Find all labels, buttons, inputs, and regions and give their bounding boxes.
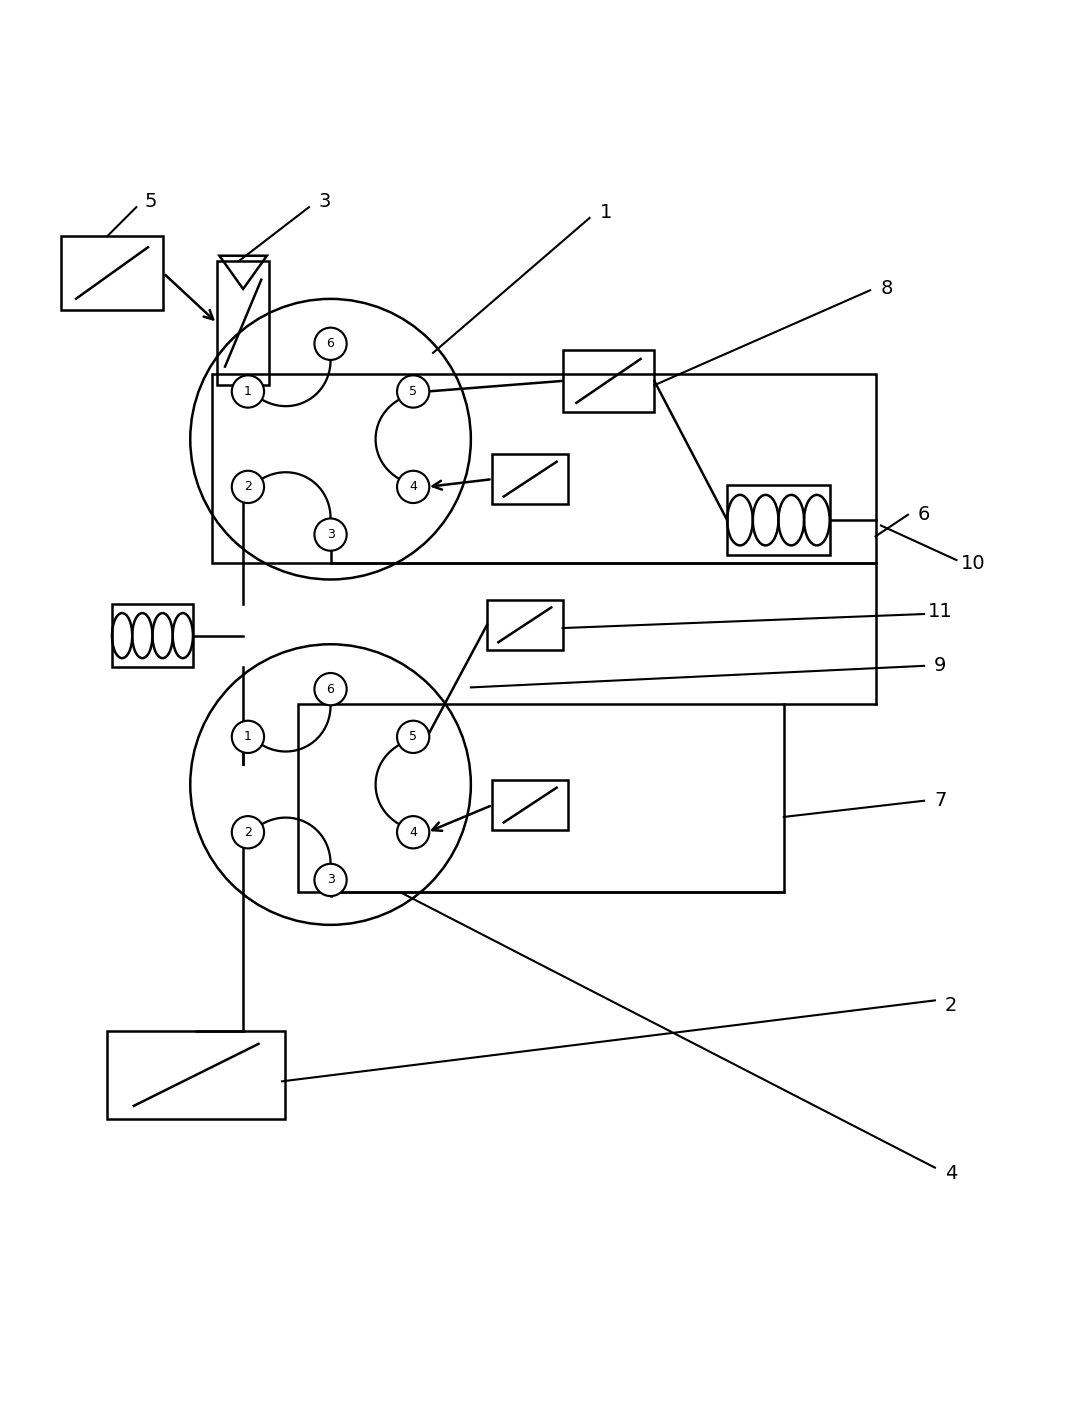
Text: 2: 2 xyxy=(245,825,252,839)
Text: 1: 1 xyxy=(245,730,252,743)
Text: 1: 1 xyxy=(245,386,252,398)
Circle shape xyxy=(232,471,264,503)
Circle shape xyxy=(232,376,264,407)
Text: 10: 10 xyxy=(961,554,985,573)
Circle shape xyxy=(397,720,430,753)
Text: 5: 5 xyxy=(409,730,418,743)
Circle shape xyxy=(397,817,430,848)
Text: 11: 11 xyxy=(928,603,952,621)
Circle shape xyxy=(397,376,430,407)
Text: 2: 2 xyxy=(945,997,958,1015)
Text: 2: 2 xyxy=(245,481,252,493)
Text: 4: 4 xyxy=(409,481,417,493)
Circle shape xyxy=(397,471,430,503)
Circle shape xyxy=(315,674,346,705)
Text: 6: 6 xyxy=(327,682,334,696)
Text: 6: 6 xyxy=(918,505,931,525)
Text: 9: 9 xyxy=(934,657,947,675)
Text: 7: 7 xyxy=(934,791,947,810)
Circle shape xyxy=(232,817,264,848)
Text: 5: 5 xyxy=(409,386,418,398)
Text: 4: 4 xyxy=(945,1164,958,1183)
Text: 3: 3 xyxy=(327,527,334,542)
Circle shape xyxy=(315,519,346,550)
Circle shape xyxy=(315,864,346,896)
Text: 3: 3 xyxy=(327,873,334,886)
Text: 6: 6 xyxy=(327,337,334,350)
Circle shape xyxy=(315,328,346,360)
Text: 8: 8 xyxy=(880,278,893,298)
Text: 4: 4 xyxy=(409,825,417,839)
Text: 3: 3 xyxy=(319,193,331,211)
Text: 5: 5 xyxy=(144,193,157,211)
Circle shape xyxy=(232,720,264,753)
Text: 1: 1 xyxy=(599,203,612,223)
